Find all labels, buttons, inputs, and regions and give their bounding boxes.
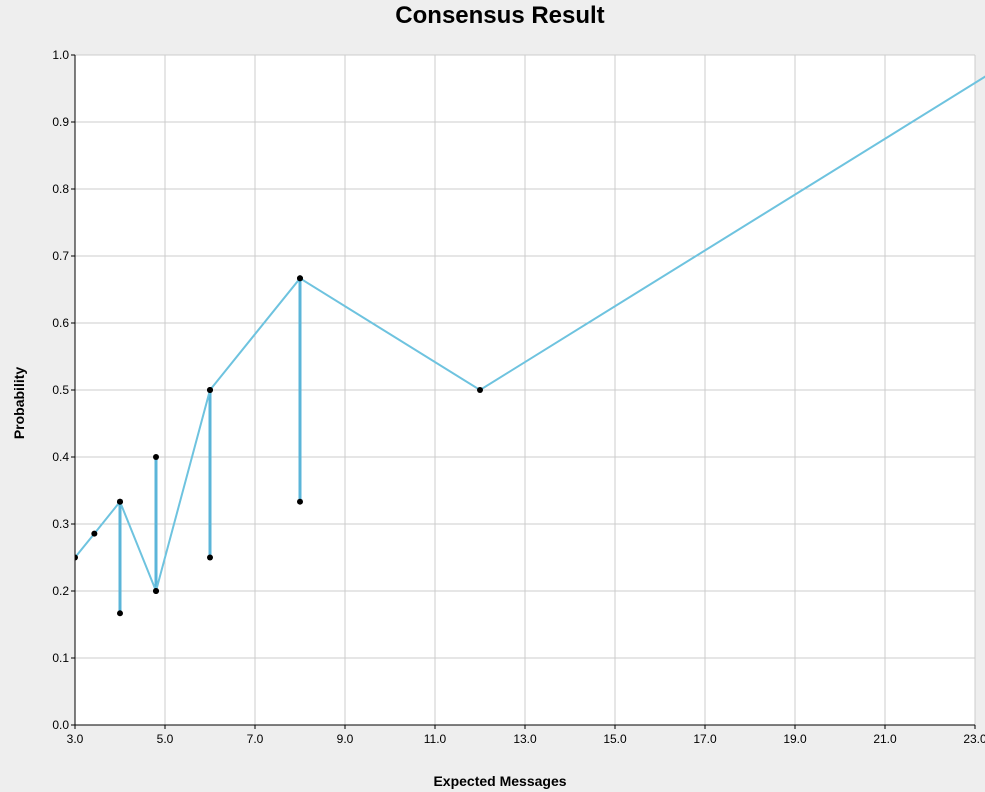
- interval-low-point: [117, 610, 123, 617]
- tick-labels: 3.0 5.0 7.0 9.0 11.0 13.0 15.0 17.0 19.0 21.0 23.0…: [52, 48, 985, 746]
- interval-low-point: [207, 554, 213, 561]
- x-tick-label: 17.0: [693, 732, 717, 746]
- x-tick-label: 5.0: [157, 732, 174, 746]
- y-tick-label: 0.0: [52, 718, 69, 732]
- y-tick-label: 1.0: [52, 48, 69, 62]
- x-tick-label: 21.0: [873, 732, 897, 746]
- axes: [74, 55, 975, 726]
- x-tick-label: 23.0: [963, 732, 985, 746]
- interval-low-point: [153, 588, 159, 594]
- x-tick-label: 7.0: [247, 732, 264, 746]
- y-tick-label: 0.7: [52, 249, 69, 263]
- grid: [71, 54, 976, 729]
- x-tick-label: 13.0: [513, 732, 537, 746]
- y-tick-label: 0.6: [52, 316, 69, 330]
- x-tick-label: 3.0: [67, 732, 84, 746]
- interval-high-point: [153, 454, 159, 460]
- data-layer: [75, 75, 985, 617]
- y-tick-label: 0.3: [52, 517, 69, 531]
- interval-high-point: [207, 387, 213, 393]
- interval-high-point: [117, 498, 123, 505]
- data-point: [75, 554, 78, 561]
- y-tick-label: 0.4: [52, 450, 69, 464]
- data-point: [91, 530, 98, 537]
- y-tick-label: 0.1: [52, 651, 69, 665]
- chart-title: Consensus Result: [395, 2, 604, 29]
- x-tick-label: 11.0: [424, 732, 447, 746]
- x-tick-label: 15.0: [603, 732, 627, 746]
- y-tick-label: 0.2: [52, 584, 69, 598]
- x-axis-label: Expected Messages: [433, 773, 566, 789]
- y-tick-label: 0.5: [52, 383, 69, 397]
- interval-high-point: [297, 275, 303, 282]
- series-line: [75, 75, 985, 595]
- y-axis-label: Probability: [11, 367, 27, 440]
- interval-low-point: [297, 498, 303, 505]
- y-tick-label: 0.9: [52, 115, 69, 129]
- x-tick-label: 9.0: [337, 732, 354, 746]
- data-point: [477, 387, 483, 393]
- x-tick-label: 19.0: [783, 732, 807, 746]
- y-tick-label: 0.8: [52, 182, 69, 196]
